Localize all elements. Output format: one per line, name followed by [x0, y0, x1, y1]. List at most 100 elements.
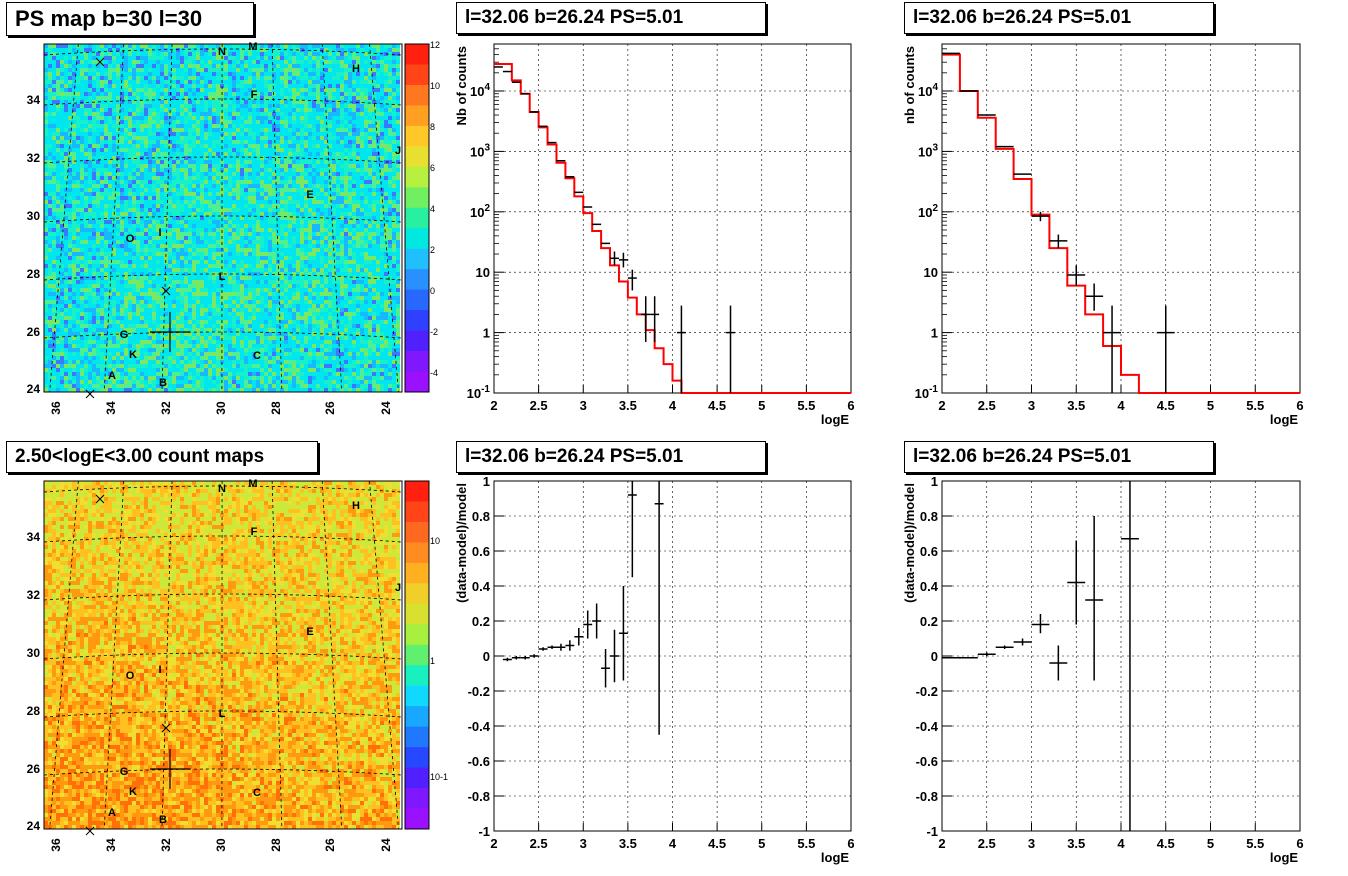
- map-top-cell: [304, 264, 308, 268]
- map-top-cell: [332, 128, 336, 132]
- map-top-cell: [324, 248, 328, 252]
- map-top-cell: [180, 164, 184, 168]
- map-top-cell: [208, 92, 212, 96]
- map-top-cell: [180, 224, 184, 228]
- map-top-cell: [320, 236, 324, 240]
- map-top-cell: [160, 44, 164, 48]
- map-top-cell: [160, 252, 164, 256]
- map-top-cell: [112, 224, 116, 228]
- map-top-cell: [264, 188, 268, 192]
- map-top-cell: [232, 228, 236, 232]
- map-top-cell: [96, 56, 100, 60]
- map-top-cell: [192, 160, 196, 164]
- map-top-cell: [288, 120, 292, 124]
- map-top-cell: [80, 48, 84, 52]
- map-top-cell: [268, 68, 272, 72]
- map-top-cell: [208, 200, 212, 204]
- map-top-cell: [196, 208, 200, 212]
- map-top-cell: [192, 116, 196, 120]
- map-top-cell: [116, 256, 120, 260]
- map-top-cell: [348, 240, 352, 244]
- map-top-cell: [292, 228, 296, 232]
- map-top-cell: [192, 148, 196, 152]
- map-top-cell: [256, 60, 260, 64]
- map-top-cell: [368, 88, 372, 92]
- map-top-cell: [240, 232, 244, 236]
- map-top-cell: [356, 64, 360, 68]
- map-top-cell: [332, 180, 336, 184]
- map-top-cell: [216, 184, 220, 188]
- map-top-cell: [132, 176, 136, 180]
- map-top-cell: [44, 228, 48, 232]
- map-top-cell: [356, 260, 360, 264]
- map-top-cell: [296, 216, 300, 220]
- map-top-cell: [176, 104, 180, 108]
- map-top-cell: [224, 76, 228, 80]
- map-top-cell: [124, 224, 128, 228]
- map-top-cell: [80, 56, 84, 60]
- map-top-cell: [80, 264, 84, 268]
- map-top-cell: [340, 60, 344, 64]
- map-top-cell: [268, 48, 272, 52]
- map-top-cell: [196, 96, 200, 100]
- map-top-cell: [236, 188, 240, 192]
- map-top-cell: [248, 232, 252, 236]
- map-top-cell: [332, 200, 336, 204]
- map-top-cell: [236, 260, 240, 264]
- map-top-cell: [228, 112, 232, 116]
- map-top-cell: [184, 136, 188, 140]
- map-top-cell: [120, 176, 124, 180]
- map-top-cell: [308, 252, 312, 256]
- map-top-cell: [56, 240, 60, 244]
- map-top-cell: [164, 108, 168, 112]
- map-top-cell: [96, 260, 100, 264]
- map-top-cell: [296, 136, 300, 140]
- map-top-cell: [100, 220, 104, 224]
- map-top-cell: [112, 264, 116, 268]
- map-top-cell: [376, 124, 380, 128]
- map-top-cell: [376, 108, 380, 112]
- map-top-cell: [148, 132, 152, 136]
- map-top-cell: [320, 88, 324, 92]
- map-top-cell: [124, 264, 128, 268]
- map-top-cell: [144, 248, 148, 252]
- map-top-cell: [352, 96, 356, 100]
- map-top-cell: [312, 160, 316, 164]
- map-top-cell: [52, 44, 56, 48]
- map-top-cell: [168, 188, 172, 192]
- map-top-cell: [280, 92, 284, 96]
- map-top-cell: [68, 188, 72, 192]
- map-top-cell: [348, 76, 352, 80]
- map-top-cell: [300, 72, 304, 76]
- map-top-cell: [232, 64, 236, 68]
- map-top-cell: [380, 76, 384, 80]
- map-top-cell: [72, 64, 76, 68]
- map-top-cell: [116, 116, 120, 120]
- map-top-cell: [52, 220, 56, 224]
- map-top-cell: [248, 160, 252, 164]
- map-top-cell: [84, 96, 88, 100]
- map-top-cell: [372, 44, 376, 48]
- map-top-cell: [192, 132, 196, 136]
- map-top-cell: [72, 116, 76, 120]
- map-top-cell: [380, 80, 384, 84]
- map-top-cell: [104, 116, 108, 120]
- map-top-cell: [104, 196, 108, 200]
- map-top-cell: [308, 136, 312, 140]
- map-top-cell: [388, 108, 392, 112]
- map-top-cell: [76, 200, 80, 204]
- map-top-cell: [320, 132, 324, 136]
- map-top-cell: [396, 76, 400, 80]
- map-top-cell: [352, 76, 356, 80]
- map-top-cell: [184, 252, 188, 256]
- map-top-cell: [352, 68, 356, 72]
- map-top-cell: [188, 104, 192, 108]
- map-top-cell: [344, 108, 348, 112]
- map-top-cell: [200, 124, 204, 128]
- map-top-cell: [296, 108, 300, 112]
- map-top-cell: [180, 48, 184, 52]
- map-top-cell: [116, 124, 120, 128]
- map-top-cell: [368, 76, 372, 80]
- map-top-cell: [112, 176, 116, 180]
- map-top-cell: [256, 104, 260, 108]
